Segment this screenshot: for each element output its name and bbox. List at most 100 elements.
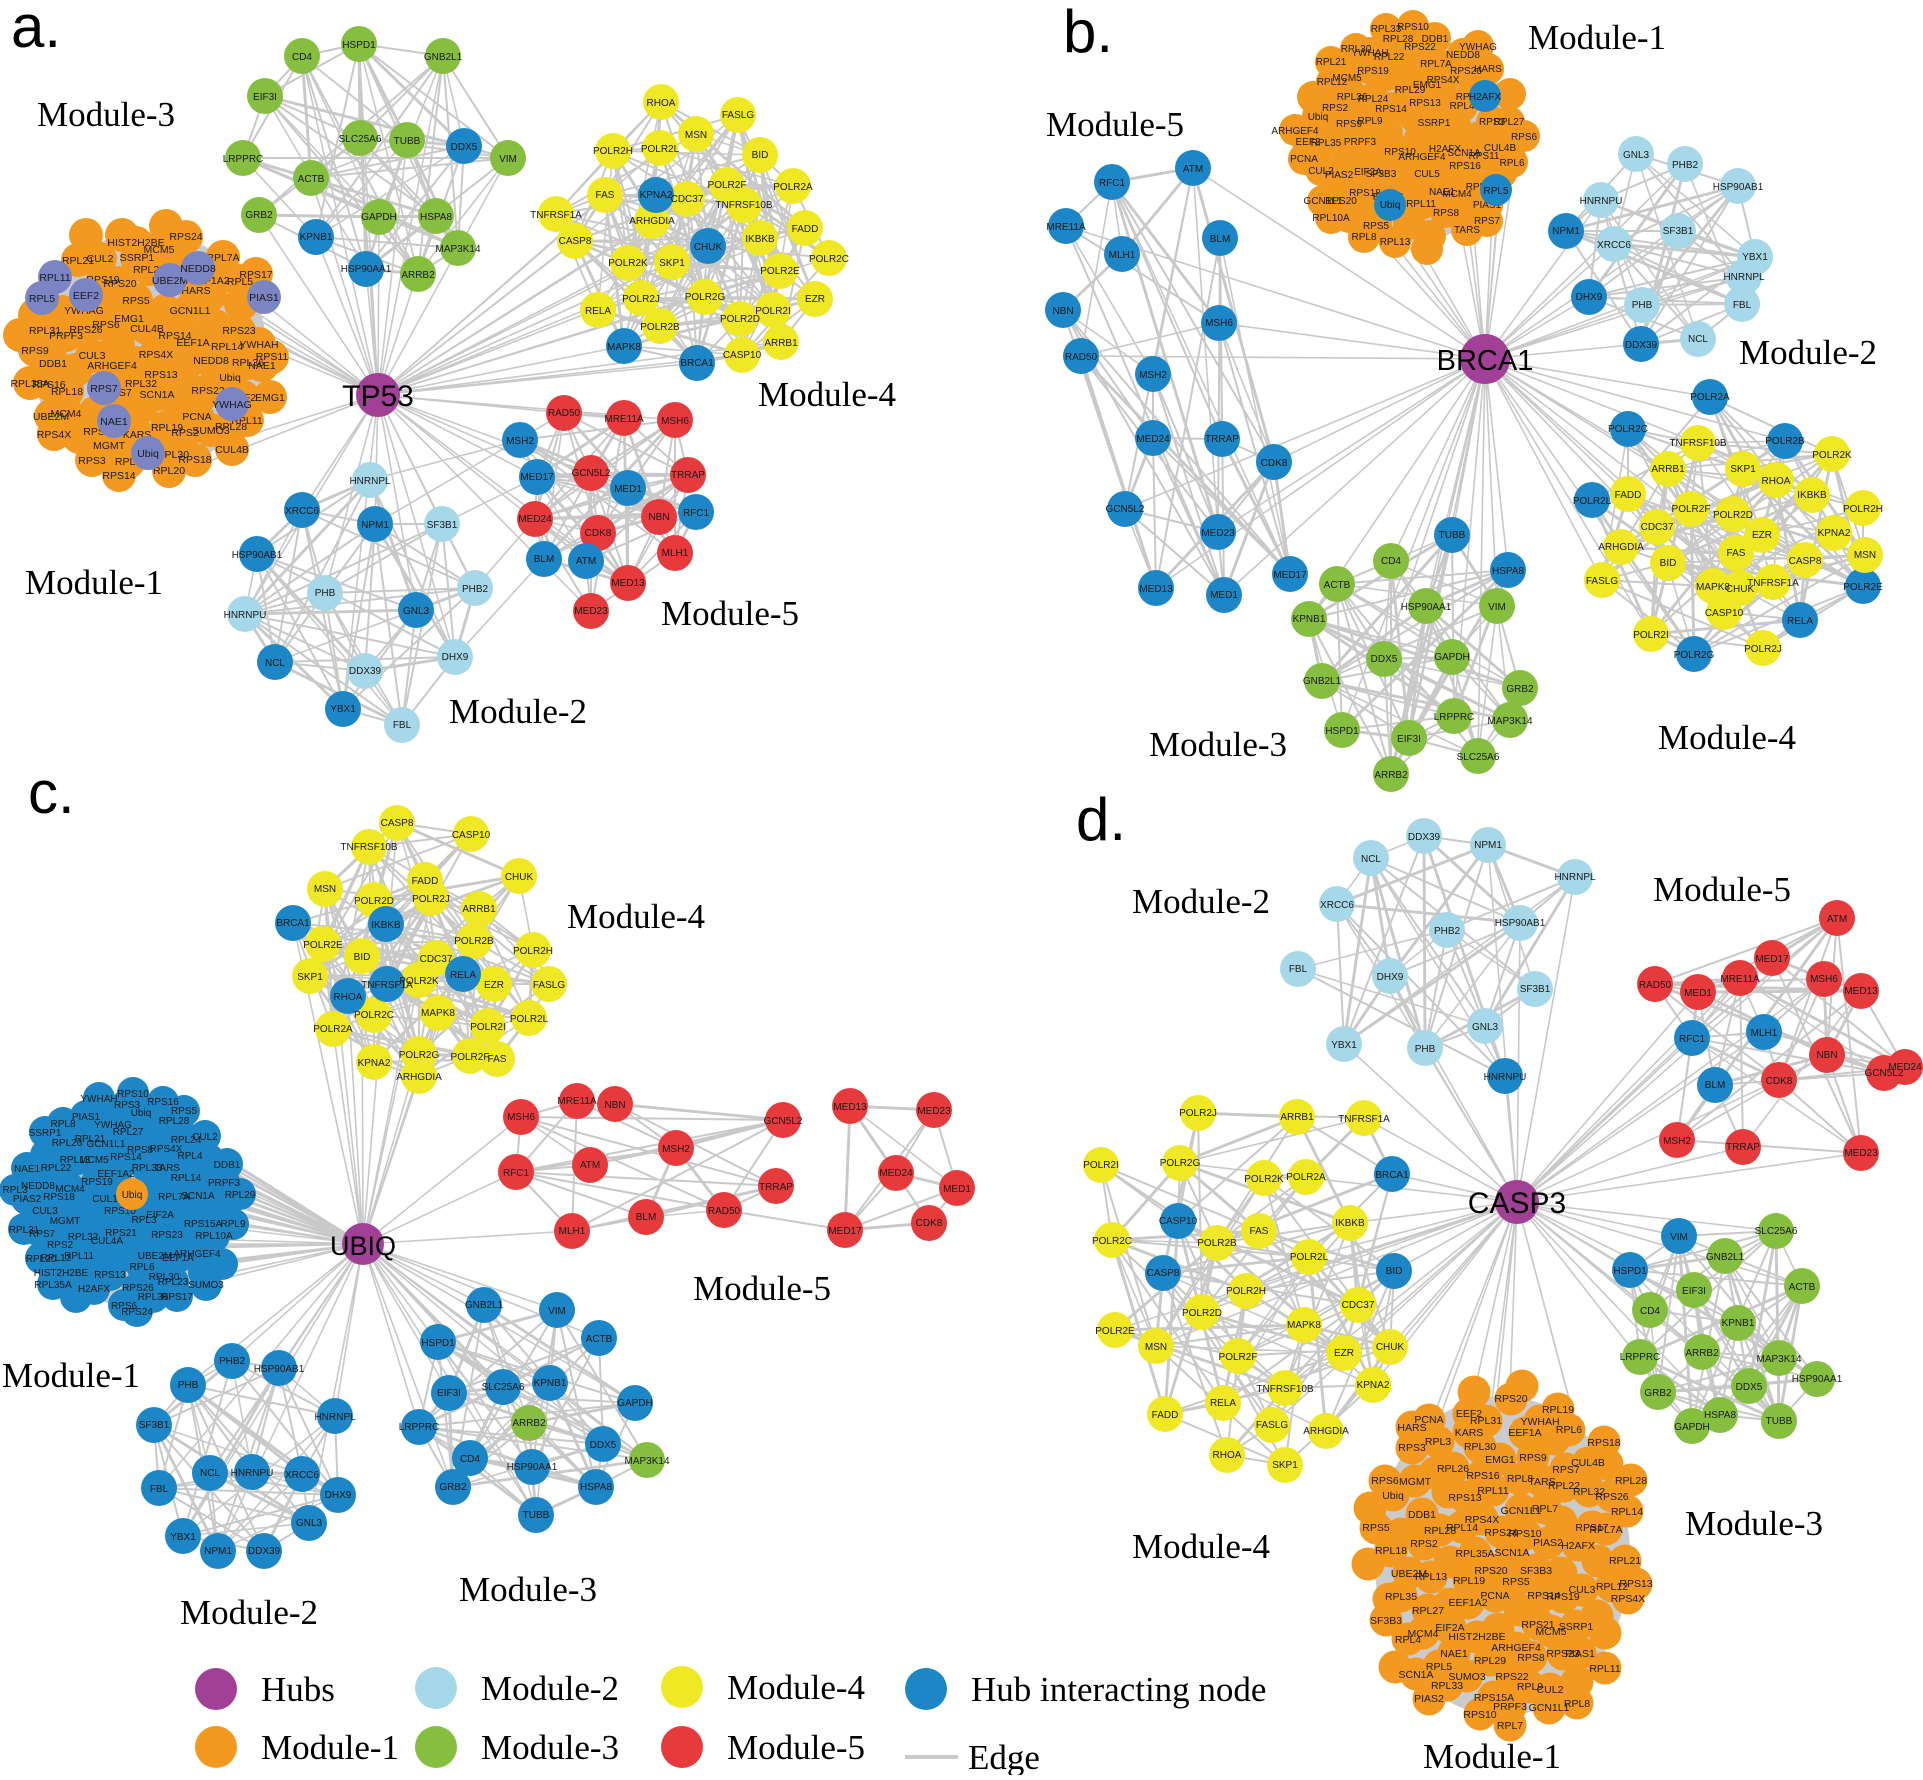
svg-text:ACTB: ACTB — [1324, 580, 1351, 591]
svg-text:BLM: BLM — [1705, 1080, 1726, 1091]
svg-text:XRCC6: XRCC6 — [1320, 900, 1354, 911]
svg-text:POLR2G: POLR2G — [399, 1050, 440, 1061]
svg-text:HSPA8: HSPA8 — [580, 1482, 612, 1493]
svg-text:POLR2L: POLR2L — [510, 1014, 549, 1025]
svg-text:RPS22: RPS22 — [191, 385, 224, 397]
svg-text:DHX9: DHX9 — [1576, 292, 1603, 303]
svg-text:NCL: NCL — [200, 1468, 220, 1479]
svg-text:POLR2E: POLR2E — [1843, 582, 1883, 593]
svg-text:RPL29: RPL29 — [1474, 1655, 1506, 1667]
svg-text:MAPK8: MAPK8 — [607, 342, 641, 353]
svg-text:HIST2H2BE: HIST2H2BE — [34, 1268, 89, 1279]
svg-text:MSN: MSN — [1854, 550, 1876, 561]
svg-text:GRB2: GRB2 — [1644, 1388, 1672, 1399]
svg-text:RFC1: RFC1 — [1679, 1034, 1706, 1045]
svg-text:EIF3I: EIF3I — [1397, 734, 1421, 745]
svg-text:RELA: RELA — [450, 970, 476, 981]
svg-text:RPL30: RPL30 — [1341, 44, 1372, 55]
svg-text:POLR2D: POLR2D — [720, 314, 760, 325]
svg-text:BID: BID — [1660, 558, 1677, 569]
svg-text:RPL6: RPL6 — [1556, 1424, 1582, 1436]
svg-text:BRCA1: BRCA1 — [276, 918, 310, 929]
svg-text:RPS14: RPS14 — [102, 470, 135, 482]
svg-text:RPL19: RPL19 — [151, 422, 183, 434]
svg-text:POLR2A: POLR2A — [313, 1024, 353, 1035]
svg-text:RAD50: RAD50 — [548, 408, 581, 419]
svg-text:PHB2: PHB2 — [1434, 926, 1461, 937]
svg-text:RPS20: RPS20 — [1494, 1393, 1527, 1405]
svg-text:DDX39: DDX39 — [349, 666, 382, 677]
svg-text:HNRNPL: HNRNPL — [1554, 872, 1596, 883]
svg-text:CASP3: CASP3 — [1468, 1187, 1566, 1220]
svg-text:POLR2K: POLR2K — [608, 258, 648, 269]
svg-text:TUBB: TUBB — [1439, 530, 1466, 541]
svg-text:Module-4: Module-4 — [1132, 1527, 1270, 1566]
svg-text:RPS13: RPS13 — [1619, 1578, 1652, 1590]
svg-text:POLR2B: POLR2B — [640, 322, 680, 333]
svg-text:PIAS2: PIAS2 — [1414, 1693, 1444, 1705]
svg-text:PCNA: PCNA — [1414, 1414, 1443, 1426]
svg-text:CUL2: CUL2 — [192, 1132, 218, 1143]
svg-text:DHX9: DHX9 — [1377, 972, 1404, 983]
svg-text:POLR2E: POLR2E — [1095, 1326, 1135, 1337]
svg-text:RPL7A: RPL7A — [1589, 1524, 1622, 1536]
svg-text:HSPA8: HSPA8 — [1704, 1410, 1736, 1421]
svg-text:MED23: MED23 — [574, 606, 608, 617]
svg-text:RELA: RELA — [1787, 616, 1813, 627]
svg-text:RFC1: RFC1 — [1099, 178, 1126, 189]
svg-text:FASLG: FASLG — [1586, 576, 1618, 587]
svg-text:RPS18: RPS18 — [178, 454, 211, 466]
svg-text:CDC37: CDC37 — [420, 954, 453, 965]
svg-text:MRE11A: MRE11A — [557, 1096, 597, 1107]
svg-text:RPL33: RPL33 — [132, 1163, 163, 1174]
svg-text:RPL10A: RPL10A — [1312, 213, 1350, 224]
svg-text:RPL35A: RPL35A — [10, 378, 49, 390]
svg-text:GNL3: GNL3 — [1623, 150, 1650, 161]
svg-text:BRCA1: BRCA1 — [680, 358, 714, 369]
svg-text:POLR2D: POLR2D — [354, 896, 394, 907]
svg-text:RFC1: RFC1 — [503, 1168, 530, 1179]
svg-text:TNFRSF1A: TNFRSF1A — [1338, 1114, 1390, 1125]
svg-text:KPNA2: KPNA2 — [358, 1058, 391, 1069]
svg-text:MGMT: MGMT — [1399, 1476, 1432, 1488]
svg-text:POLR2I: POLR2I — [1083, 1160, 1119, 1171]
svg-text:KPNB1: KPNB1 — [300, 232, 333, 243]
svg-text:FADD: FADD — [1152, 1410, 1179, 1421]
svg-text:CASP8: CASP8 — [1147, 1268, 1180, 1279]
svg-text:RPS26: RPS26 — [122, 1283, 154, 1294]
svg-text:EEF2: EEF2 — [73, 290, 99, 302]
svg-text:RPS26: RPS26 — [1450, 66, 1482, 77]
svg-text:RPS17: RPS17 — [1575, 1522, 1608, 1534]
svg-text:SKP1: SKP1 — [297, 972, 323, 983]
svg-text:RPS16: RPS16 — [1466, 1470, 1499, 1482]
svg-text:DDX5: DDX5 — [451, 142, 478, 153]
svg-text:MED24: MED24 — [1136, 434, 1170, 445]
svg-text:Module-3: Module-3 — [481, 1728, 619, 1767]
svg-text:RPS13: RPS13 — [1448, 1492, 1481, 1504]
svg-text:RPS15A: RPS15A — [184, 1219, 223, 1230]
svg-text:CD4: CD4 — [1381, 556, 1401, 567]
svg-text:POLR2G: POLR2G — [685, 292, 726, 303]
svg-text:ATM: ATM — [576, 556, 596, 567]
svg-text:RPL4: RPL4 — [177, 1151, 202, 1162]
svg-text:SCN1A: SCN1A — [181, 1191, 215, 1202]
svg-text:Module-2: Module-2 — [1132, 882, 1270, 921]
svg-text:ARRB2: ARRB2 — [512, 1418, 546, 1429]
svg-text:H2AFX: H2AFX — [78, 1284, 111, 1295]
svg-text:Module-5: Module-5 — [1046, 105, 1184, 144]
svg-text:RPS9: RPS9 — [1519, 1452, 1547, 1464]
svg-text:GNB2L1: GNB2L1 — [1303, 676, 1342, 687]
svg-text:PIAS1: PIAS1 — [72, 1112, 101, 1123]
svg-text:RPL35: RPL35 — [1311, 138, 1342, 149]
svg-text:PRPF3: PRPF3 — [208, 1178, 241, 1189]
svg-text:RPS14: RPS14 — [1527, 1590, 1560, 1602]
svg-text:RPS24: RPS24 — [1484, 1527, 1517, 1539]
svg-text:GRB2: GRB2 — [439, 1482, 467, 1493]
svg-text:YWHAH: YWHAH — [1351, 48, 1388, 59]
svg-text:MCM4: MCM4 — [55, 1184, 85, 1195]
svg-text:RPL33: RPL33 — [1371, 24, 1402, 35]
svg-text:HSPD1: HSPD1 — [342, 40, 376, 51]
svg-text:GNL3: GNL3 — [296, 1518, 323, 1529]
svg-text:ARRB2: ARRB2 — [1374, 770, 1408, 781]
svg-text:FAS: FAS — [1250, 1226, 1269, 1237]
